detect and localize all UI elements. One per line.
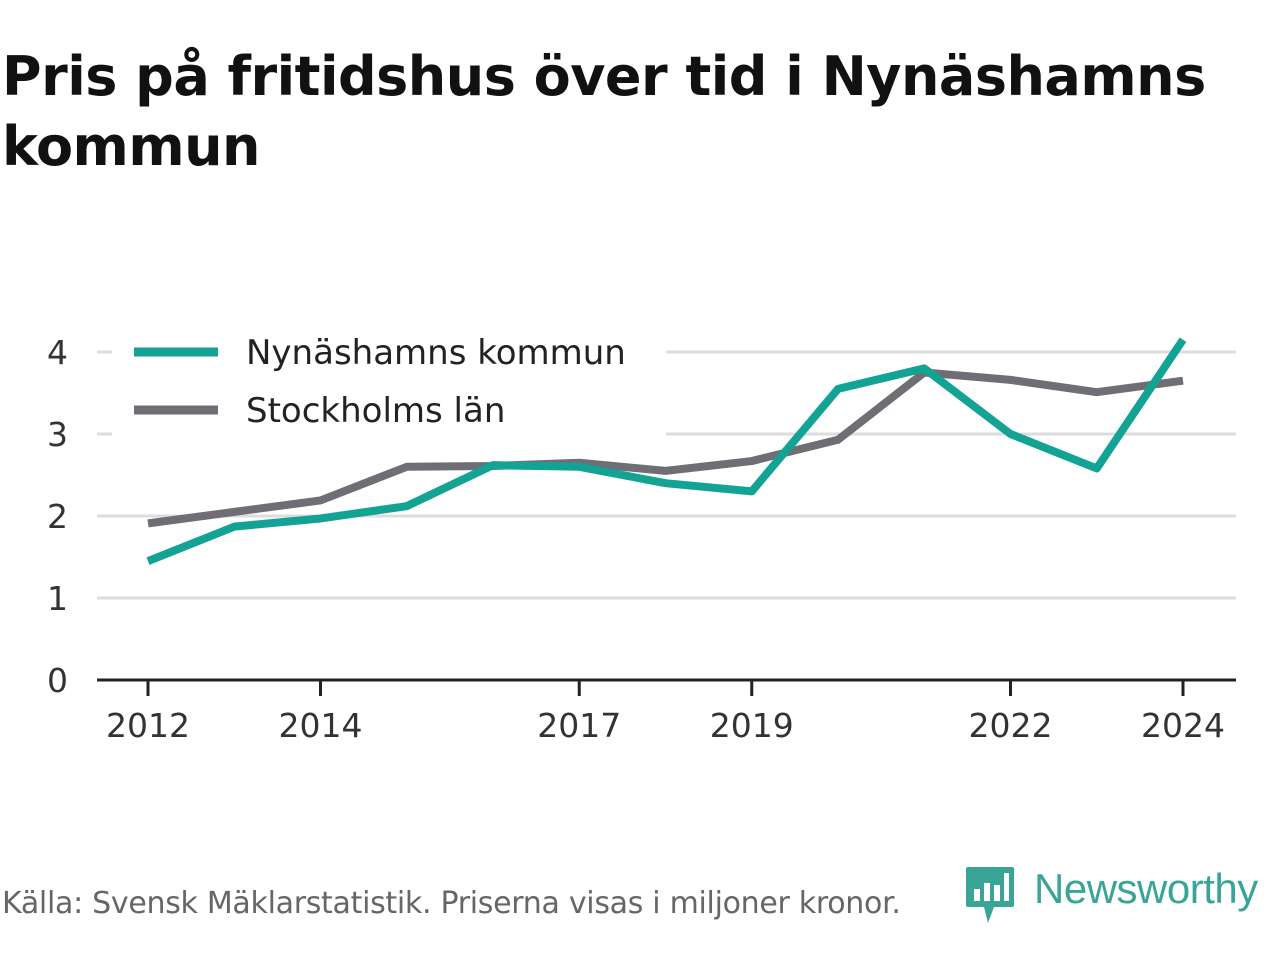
series-line-nyn-shamns-kommun — [146, 337, 1187, 565]
x-tick-label-2017: 2017 — [537, 706, 621, 745]
y-axis-tick-labels: 0 1 2 3 4 — [47, 333, 68, 700]
series-line-stockholms-l-n — [147, 368, 1184, 528]
source-note: Källa: Svensk Mäklarstatistik. Priserna … — [2, 886, 901, 921]
y-tick-label-0: 0 — [47, 661, 68, 700]
legend-label-1: Stockholms län — [246, 391, 505, 431]
series-lines — [146, 337, 1187, 565]
x-tick-label-2024: 2024 — [1141, 706, 1225, 745]
brand-name: Newsworthy — [1034, 865, 1258, 912]
chart-title: Pris på fritidshus över tid i Nynäshamns… — [2, 45, 1206, 178]
y-tick-label-3: 3 — [47, 415, 68, 454]
brand-logo: Newsworthy — [964, 865, 1258, 929]
x-tick-label-2014: 2014 — [279, 706, 363, 745]
x-tick-label-2019: 2019 — [710, 706, 794, 745]
y-tick-label-2: 2 — [47, 497, 68, 536]
x-tick-label-2022: 2022 — [969, 706, 1053, 745]
newsworthy-logo-icon — [966, 867, 1014, 923]
legend-label-0: Nynäshamns kommun — [246, 333, 626, 373]
x-axis: 2012 2014 2017 2019 2022 2024 — [97, 678, 1236, 745]
y-tick-label-4: 4 — [47, 333, 68, 372]
x-tick-label-2012: 2012 — [106, 706, 190, 745]
legend-background — [112, 320, 666, 438]
y-tick-label-1: 1 — [47, 579, 68, 618]
legend: Nynäshamns kommun Stockholms län — [112, 320, 666, 438]
